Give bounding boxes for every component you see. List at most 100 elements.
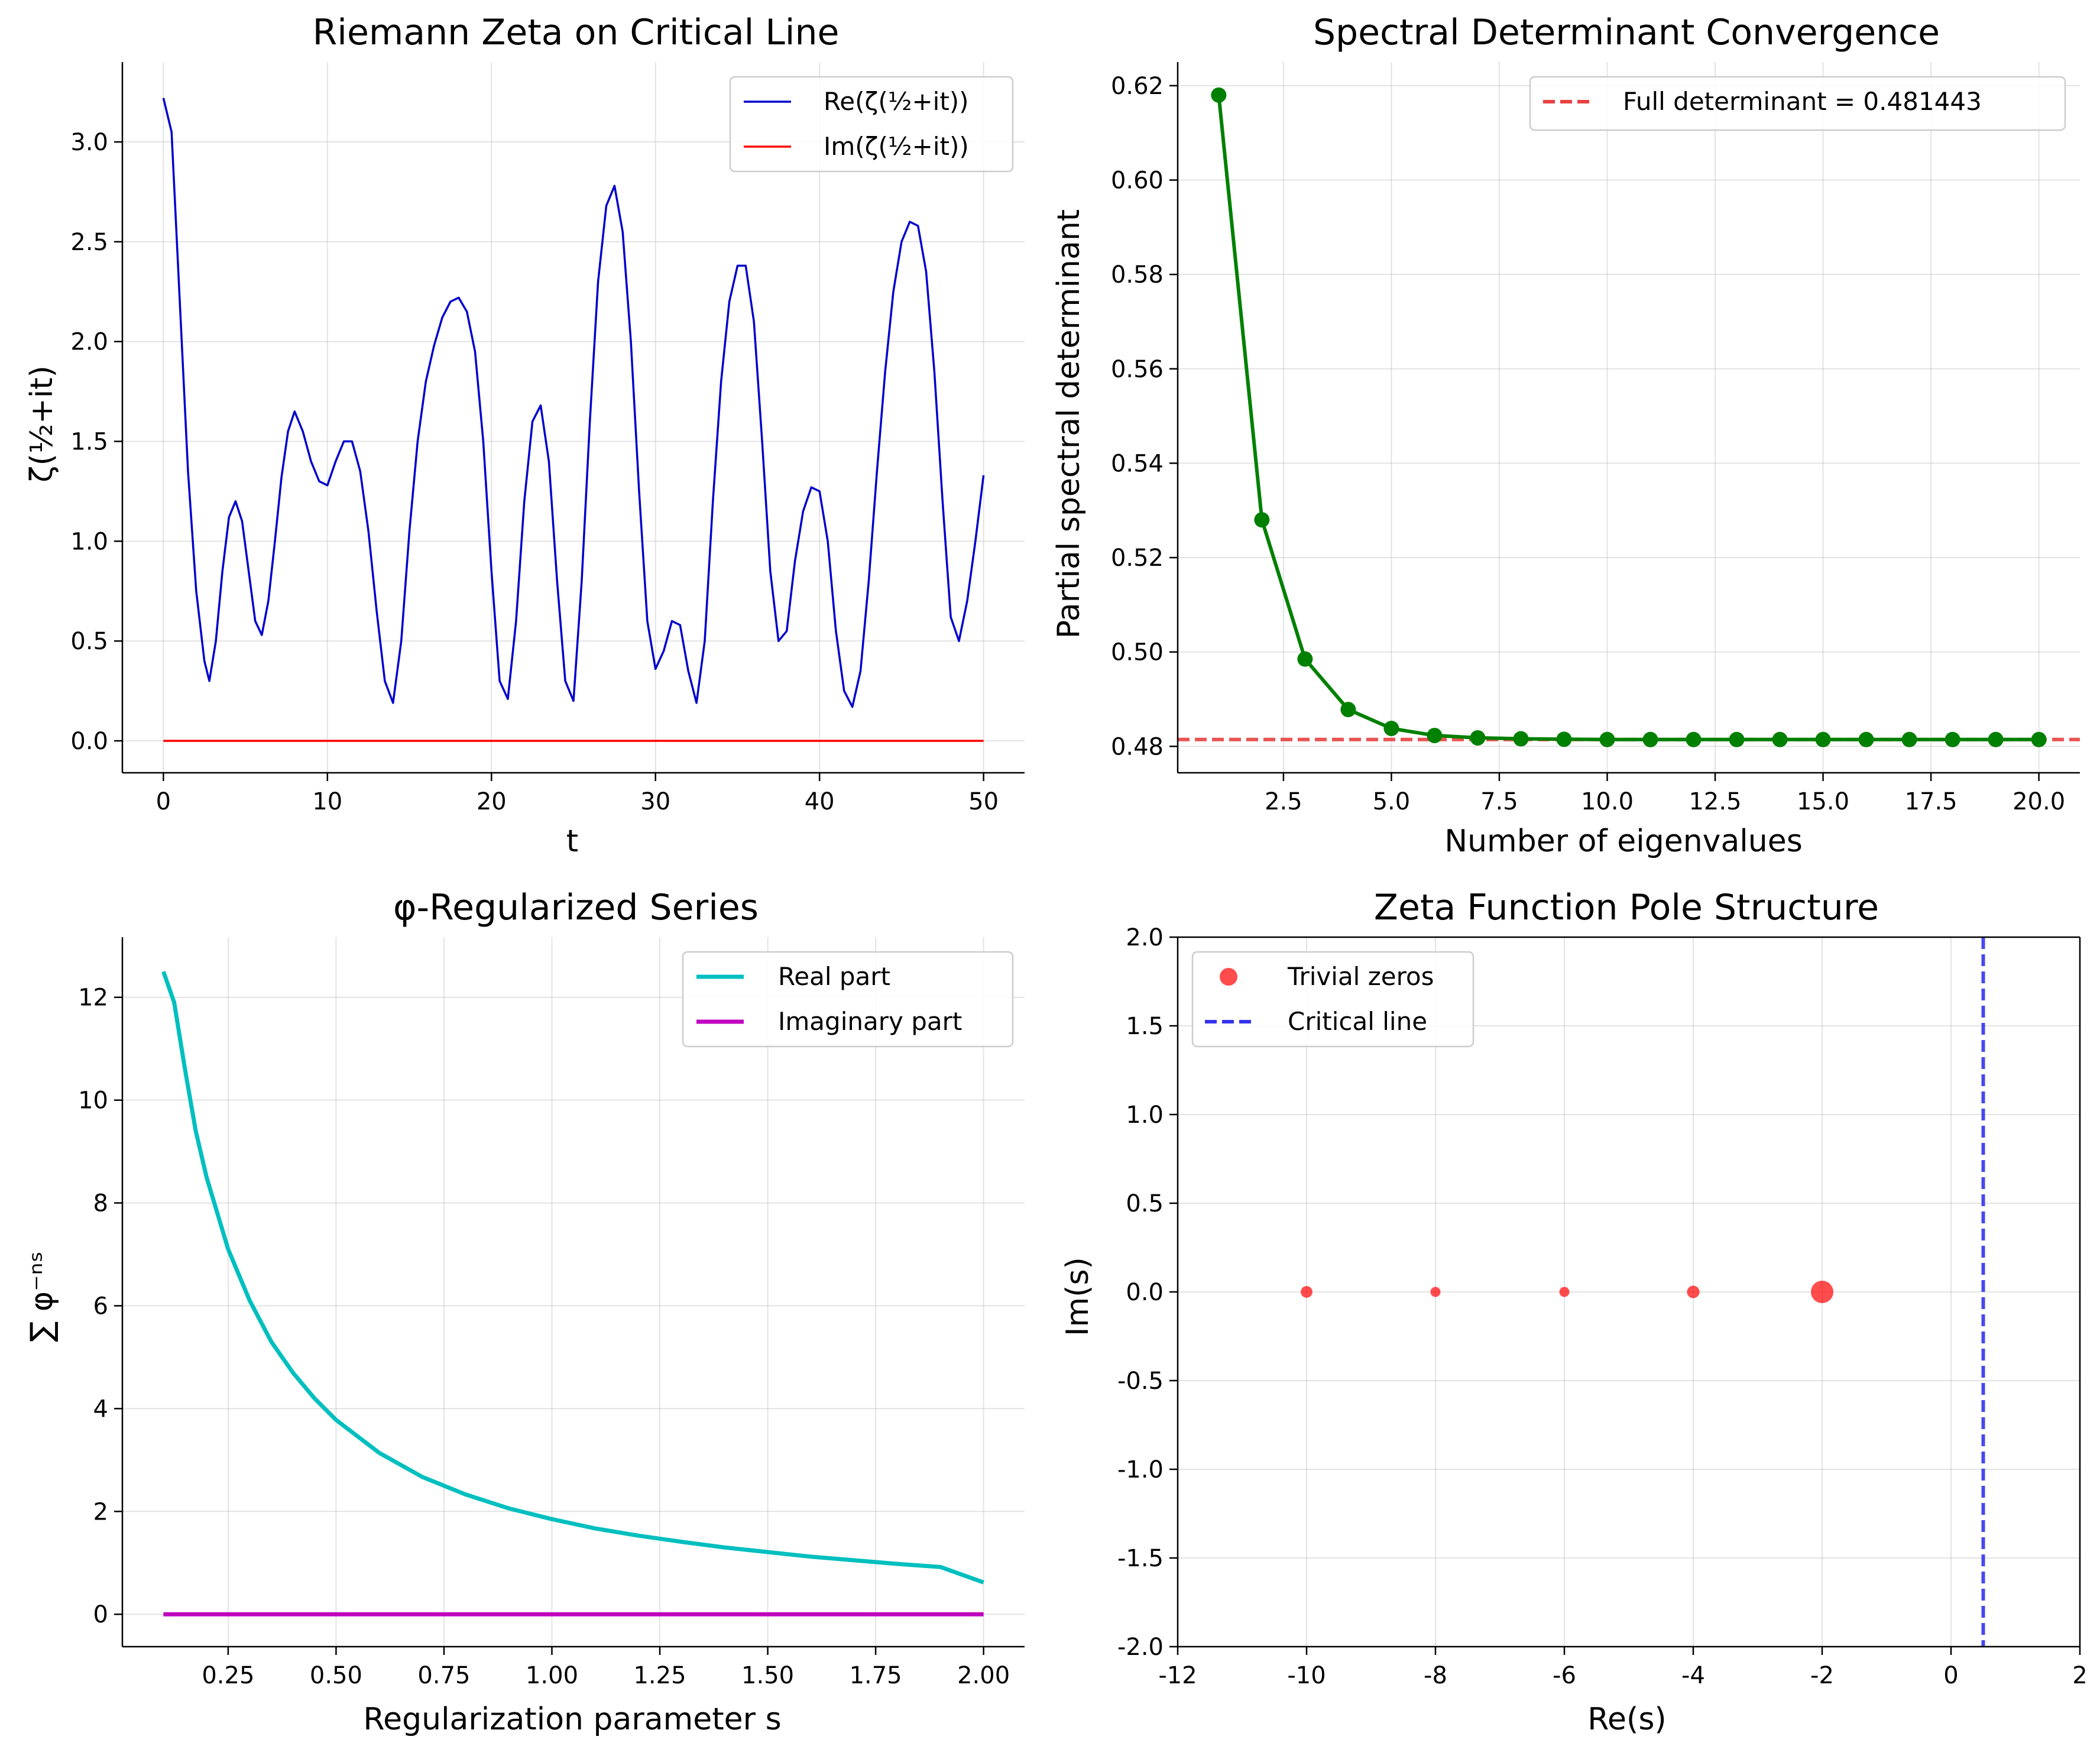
y-axis-label: ∑ φ⁻ⁿˢ (24, 1251, 60, 1342)
x-tick-label: 10.0 (1581, 788, 1634, 815)
data-point (1383, 720, 1399, 736)
y-tick-label: 6 (93, 1293, 108, 1320)
data-point (1729, 731, 1745, 747)
axes: 0.25 0.50 0.75 1.00 1.25 1.50 1.75 2.00 0 2 4 6 8 10 1… (78, 937, 1025, 1689)
x-axis-label: Number of eigenvalues (1444, 824, 1803, 859)
plot-clip-group (161, 971, 984, 1617)
x-tick-label: 0.50 (310, 1662, 362, 1689)
legend-label-critical-line: Critical line (1288, 1007, 1427, 1036)
data-point (1642, 731, 1658, 747)
y-tick-label: 0.62 (1111, 73, 1164, 100)
y-tick-label: 0.54 (1111, 450, 1164, 477)
x-axis-label: t (566, 824, 578, 859)
plot-area (162, 98, 985, 742)
y-axis-label: ζ(½+it) (24, 365, 60, 482)
legend-label-im: Im(ζ(½+it)) (824, 132, 969, 161)
y-tick-label: 0.50 (1111, 639, 1164, 666)
x-tick-label: 1.00 (526, 1662, 578, 1689)
panel-phi-regularized: φ-Regularized Series 0.25 0.50 0.75 1.00 1.2… (24, 887, 1025, 1737)
x-tick-label: -6 (1553, 1662, 1576, 1689)
data-point (1858, 731, 1874, 747)
data-point (1254, 512, 1270, 528)
plot-clip-group (1301, 937, 1985, 1647)
x-tick-label: 20 (477, 788, 507, 815)
y-tick-label: 2.5 (70, 229, 108, 256)
chart-title: φ-Regularized Series (393, 887, 759, 928)
data-point (1599, 731, 1615, 747)
legend-label-imag: Imaginary part (778, 1007, 962, 1036)
x-tick-label: 0 (156, 788, 171, 815)
y-tick-label: 4 (93, 1395, 108, 1423)
y-tick-label: 1.0 (70, 528, 108, 555)
y-tick-label: 0.0 (70, 728, 108, 755)
x-tick-label: 50 (968, 788, 999, 815)
x-tick-label: 0 (1943, 1662, 1958, 1689)
grid (1178, 62, 2080, 773)
y-tick-label: 0.56 (1111, 356, 1164, 383)
y-tick-label: 0 (93, 1601, 108, 1628)
y-tick-label: 2.0 (1126, 924, 1164, 951)
data-point (1211, 87, 1227, 103)
y-tick-label: 0.60 (1111, 167, 1164, 195)
data-point (1811, 1281, 1833, 1303)
legend-frame (1529, 76, 2066, 131)
x-tick-label: 17.5 (1905, 788, 1958, 815)
legend-label-trivial-zeros: Trivial zeros (1287, 962, 1434, 991)
data-point (1686, 731, 1702, 747)
y-tick-label: 3.0 (70, 129, 108, 156)
y-tick-label: 1.5 (1126, 1013, 1164, 1040)
plot-area (161, 971, 984, 1617)
y-tick-label: 0.52 (1111, 545, 1164, 572)
x-axis-label: Re(s) (1587, 1702, 1666, 1737)
x-tick-label: 1.50 (741, 1662, 794, 1689)
x-tick-label: 0.25 (202, 1662, 254, 1689)
legend-swatch-trivial-zeros (1220, 968, 1237, 986)
series-1-line (162, 98, 985, 708)
data-point (1988, 731, 2004, 747)
legend: Re(ζ(½+it)) Im(ζ(½+it)) (729, 76, 1014, 173)
panel-zeta-critical-line: Riemann Zeta on Critical Line 0 10 20 30 40 5… (24, 12, 1025, 859)
panel-zeta-poles: Zeta Function Pole Structure -12 -10 -8 -6-… (1060, 887, 2088, 1737)
x-tick-label: 15.0 (1797, 788, 1849, 815)
x-tick-label: 30 (640, 788, 670, 815)
data-point (1945, 731, 1960, 747)
grid (122, 937, 1025, 1647)
x-tick-label: 5.0 (1373, 788, 1411, 815)
data-point (1556, 731, 1572, 747)
data-point (2031, 731, 2047, 747)
y-tick-label: -1.5 (1117, 1545, 1164, 1572)
data-point (1427, 727, 1443, 743)
data-point (1430, 1287, 1441, 1297)
y-tick-label: 0.5 (70, 628, 108, 655)
data-point (1513, 731, 1529, 747)
x-tick-label: 0.75 (417, 1662, 470, 1689)
axes: -12 -10 -8 -6 -4 -2 0 2 -2.0 -1.5 -1.0 -0.5 0.0 0.5 1.… (1117, 924, 2088, 1689)
chart-title: Spectral Determinant Convergence (1313, 12, 1940, 53)
x-tick-label: -12 (1158, 1662, 1197, 1689)
x-tick-label: 1.25 (633, 1662, 686, 1689)
x-axis-label: Regularization parameter s (363, 1702, 781, 1737)
y-axis-label: Partial spectral determinant (1051, 209, 1087, 639)
chart-title: Zeta Function Pole Structure (1374, 887, 1879, 928)
legend-label-re: Re(ζ(½+it)) (824, 87, 969, 116)
plot-area (1178, 87, 2080, 747)
data-point (1687, 1285, 1700, 1298)
data-point (1559, 1287, 1570, 1297)
data-point (1815, 731, 1831, 747)
x-tick-label: 20.0 (2012, 788, 2065, 815)
x-tick-label: 2 (2072, 1662, 2087, 1689)
plot-area (1301, 937, 1985, 1647)
axes: 2.5 5.0 7.5 10.0 12.5 15.0 17.5 20.0 0.48 0.50 0.5… (1111, 62, 2080, 815)
data-point (1301, 1286, 1312, 1298)
legend-label-full-determinant: Full determinant = 0.481443 (1623, 87, 1982, 116)
y-tick-label: 2.0 (70, 329, 108, 356)
y-tick-label: -2.0 (1117, 1634, 1164, 1661)
y-tick-label: 0.58 (1111, 261, 1164, 289)
y-tick-label: 0.0 (1126, 1279, 1164, 1306)
axes: 0 10 20 30 40 50 0.0 0.5 1.0 1.5 2.0 2.5 3.0 (70, 62, 1025, 815)
x-tick-label: -8 (1424, 1662, 1447, 1689)
x-tick-label: -2 (1810, 1662, 1834, 1689)
y-tick-label: -0.5 (1117, 1368, 1164, 1395)
